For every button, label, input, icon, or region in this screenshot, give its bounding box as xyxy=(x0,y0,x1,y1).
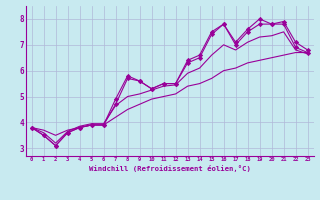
X-axis label: Windchill (Refroidissement éolien,°C): Windchill (Refroidissement éolien,°C) xyxy=(89,165,251,172)
